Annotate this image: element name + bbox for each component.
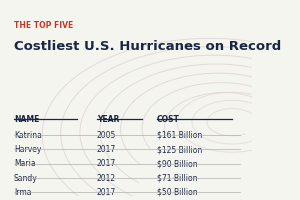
Text: THE TOP FIVE: THE TOP FIVE (14, 21, 73, 30)
Text: 2017: 2017 (97, 145, 116, 154)
Text: Harvey: Harvey (14, 145, 41, 154)
Text: YEAR: YEAR (97, 115, 119, 124)
Text: Sandy: Sandy (14, 174, 38, 183)
Text: Katrina: Katrina (14, 131, 42, 140)
Text: 2017: 2017 (97, 188, 116, 197)
Text: 2017: 2017 (97, 159, 116, 168)
Text: Costliest U.S. Hurricanes on Record: Costliest U.S. Hurricanes on Record (14, 40, 281, 53)
Text: NAME: NAME (14, 115, 39, 124)
Text: $50 Billion: $50 Billion (157, 188, 197, 197)
Text: COST: COST (157, 115, 180, 124)
Text: Irma: Irma (14, 188, 32, 197)
Text: 2012: 2012 (97, 174, 116, 183)
Text: $71 Billion: $71 Billion (157, 174, 197, 183)
Text: $125 Billion: $125 Billion (157, 145, 202, 154)
Text: $90 Billion: $90 Billion (157, 159, 197, 168)
Text: Maria: Maria (14, 159, 36, 168)
Text: $161 Billion: $161 Billion (157, 131, 202, 140)
Text: 2005: 2005 (97, 131, 116, 140)
